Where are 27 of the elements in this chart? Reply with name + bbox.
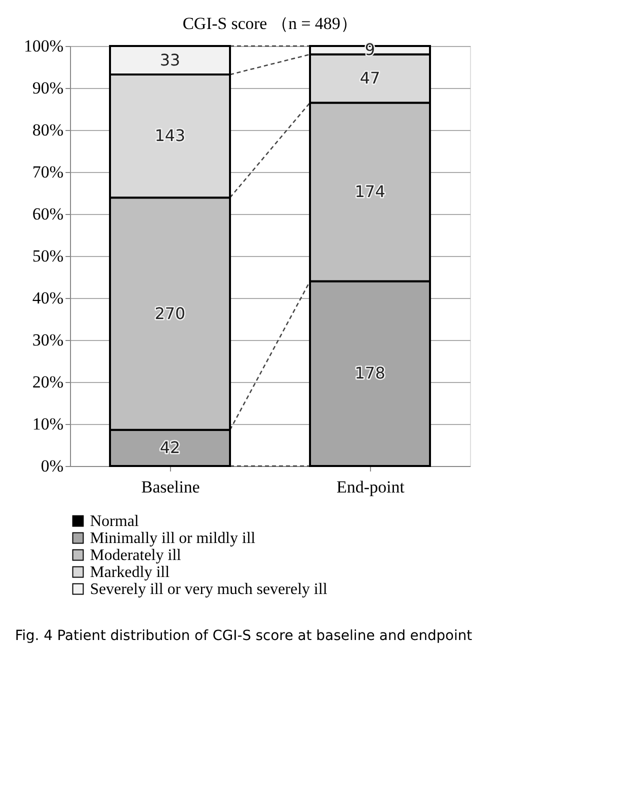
- annotation: 270: [154, 304, 186, 323]
- x-tick-label: End-point: [336, 478, 405, 496]
- annotation: 143: [154, 126, 186, 146]
- y-tick-label: 30%: [32, 330, 64, 350]
- annotation: 42: [160, 438, 180, 457]
- y-tick-label: 10%: [32, 414, 64, 434]
- annotation: 33: [160, 50, 180, 70]
- legend-label: Normal: [90, 513, 140, 530]
- x-tick-label: Baseline: [141, 478, 200, 496]
- caption: Fig. 4 Patient distribution of CGI-S score at baseline and endpoint: [15, 628, 473, 644]
- y-tick-label: 20%: [32, 372, 64, 392]
- legend-label: Minimally ill or mildly ill: [90, 530, 256, 547]
- y-tick-label: 100%: [24, 36, 64, 56]
- y-tick-label: 60%: [32, 204, 64, 224]
- annotation: 178: [354, 364, 386, 383]
- legend-label: Markedly ill: [90, 564, 170, 581]
- y-tick-label: 80%: [32, 120, 64, 140]
- chart-title: CGI-S score （n = 489）: [182, 14, 358, 33]
- legend-label: Moderately ill: [90, 547, 182, 564]
- y-tick-label: 0%: [40, 456, 64, 476]
- y-tick-label: 70%: [32, 162, 64, 182]
- y-tick-label: 90%: [32, 78, 64, 98]
- annotation: 174: [354, 182, 386, 201]
- legend-label: Severely ill or very much severely ill: [90, 581, 328, 598]
- annotation: 47: [360, 68, 380, 88]
- y-tick-label: 50%: [32, 246, 64, 266]
- y-tick-label: 40%: [32, 288, 64, 308]
